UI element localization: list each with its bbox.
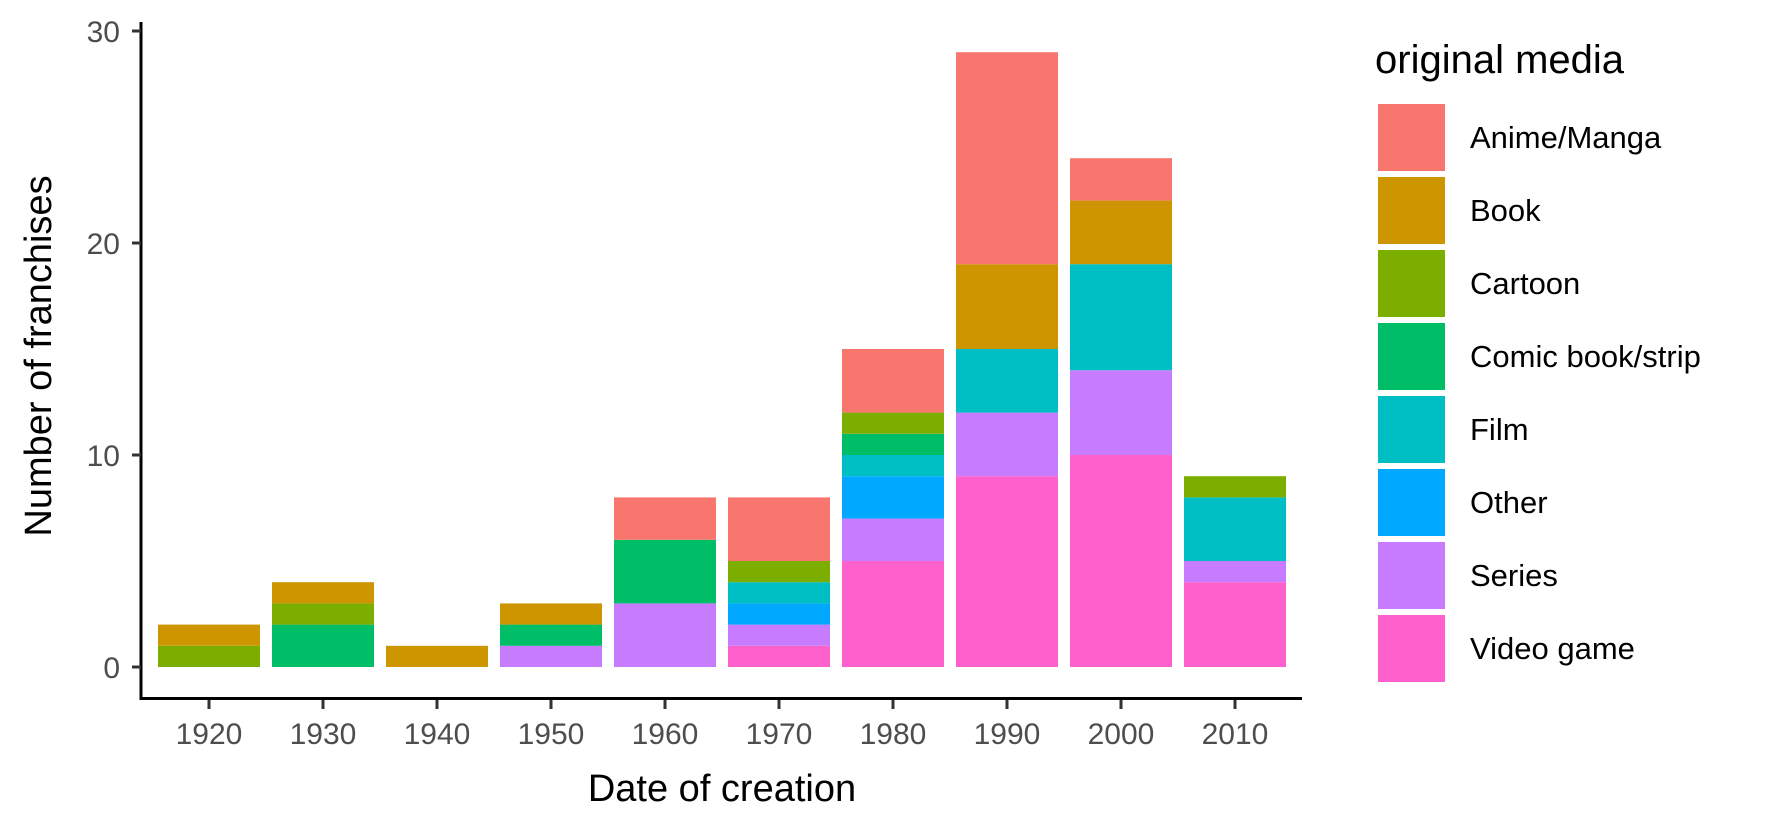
legend-swatch <box>1378 542 1445 609</box>
bar-segment-1970-other <box>728 603 830 625</box>
bar-segment-1960-anime-manga <box>614 497 716 540</box>
bar-segment-2000-book <box>1070 200 1172 265</box>
bar-segment-1970-cartoon <box>728 561 830 583</box>
bar-segment-2000-video-game <box>1070 455 1172 667</box>
bar-segment-2010-film <box>1184 497 1286 561</box>
bar-segment-1980-other <box>842 476 944 519</box>
bar-segment-2000-film <box>1070 264 1172 371</box>
legend-items: Anime/Manga Book Cartoon Comic book/strip Fi… <box>1378 104 1701 682</box>
legend-label: Cartoon <box>1470 266 1580 301</box>
y-axis-title: Number of franchises <box>18 175 60 536</box>
bar-segment-1950-comic-book-strip <box>500 624 602 646</box>
legend-swatch <box>1378 323 1445 390</box>
bar-segment-1990-video-game <box>956 476 1058 667</box>
bar-segment-1920-book <box>158 624 260 646</box>
legend-swatch <box>1378 469 1445 536</box>
bar-segment-1990-anime-manga <box>956 52 1058 265</box>
legend-label: Film <box>1470 412 1529 447</box>
bar-segment-1980-cartoon <box>842 412 944 434</box>
bar-segment-1990-book <box>956 264 1058 349</box>
bar-segment-1950-book <box>500 603 602 625</box>
x-tick-label: 1980 <box>860 718 927 751</box>
x-tick-label: 1940 <box>404 718 471 751</box>
axes-layer <box>139 22 1302 700</box>
x-tick-label: 1920 <box>176 718 243 751</box>
bar-segment-1960-series <box>614 603 716 667</box>
x-tick-label: 1930 <box>290 718 357 751</box>
legend-label: Comic book/strip <box>1470 339 1701 374</box>
y-tick-label: 10 <box>87 440 120 473</box>
bar-segment-2000-series <box>1070 370 1172 455</box>
legend-label: Video game <box>1470 631 1635 666</box>
y-tick-label: 20 <box>87 228 120 261</box>
bar-segment-1980-anime-manga <box>842 349 944 413</box>
x-tick-label: 1970 <box>746 718 813 751</box>
x-axis-title: Date of creation <box>588 768 856 810</box>
x-tick-label: 1990 <box>974 718 1041 751</box>
bar-segment-1940-book <box>386 645 488 667</box>
bar-segment-1990-film <box>956 349 1058 413</box>
bar-segment-1990-series <box>956 412 1058 477</box>
bar-segment-1960-comic-book-strip <box>614 539 716 604</box>
bar-segment-2010-video-game <box>1184 582 1286 667</box>
legend: original media Anime/Manga Book Cartoon Com… <box>1375 38 1701 682</box>
bar-segment-1920-cartoon <box>158 645 260 667</box>
legend-swatch <box>1378 104 1445 171</box>
y-ticks: 0 10 20 30 <box>87 16 141 685</box>
bar-segment-2010-cartoon <box>1184 476 1286 498</box>
bar-segment-2010-series <box>1184 561 1286 583</box>
bar-segment-1930-cartoon <box>272 603 374 625</box>
bar-segment-1980-comic-book-strip <box>842 433 944 455</box>
y-tick-label: 0 <box>103 652 120 685</box>
y-tick-label: 30 <box>87 16 120 49</box>
legend-title: original media <box>1375 38 1625 82</box>
bar-segment-1930-comic-book-strip <box>272 624 374 667</box>
x-tick-label: 1960 <box>632 718 699 751</box>
legend-swatch <box>1378 250 1445 317</box>
bar-segment-1980-film <box>842 455 944 477</box>
bar-segment-1970-film <box>728 582 830 604</box>
legend-label: Series <box>1470 558 1558 593</box>
bar-segment-1980-series <box>842 518 944 561</box>
legend-swatch <box>1378 615 1445 682</box>
legend-label: Anime/Manga <box>1470 120 1662 155</box>
legend-swatch <box>1378 177 1445 244</box>
bar-segment-1970-anime-manga <box>728 497 830 561</box>
legend-swatch <box>1378 396 1445 463</box>
bar-segment-1980-video-game <box>842 561 944 667</box>
x-tick-label: 2010 <box>1202 718 1269 751</box>
x-ticks: 1920 1930 1940 1950 1960 1970 1980 1990 2000 2010 <box>176 700 1269 751</box>
bar-segment-1970-video-game <box>728 645 830 667</box>
legend-label: Other <box>1470 485 1548 520</box>
x-tick-label: 2000 <box>1088 718 1155 751</box>
bar-segment-1970-series <box>728 624 830 646</box>
bar-segment-1930-book <box>272 582 374 604</box>
bar-segment-1950-series <box>500 645 602 667</box>
legend-label: Book <box>1470 193 1541 228</box>
x-tick-label: 1950 <box>518 718 585 751</box>
bars-layer <box>158 52 1286 667</box>
bar-segment-2000-anime-manga <box>1070 158 1172 201</box>
